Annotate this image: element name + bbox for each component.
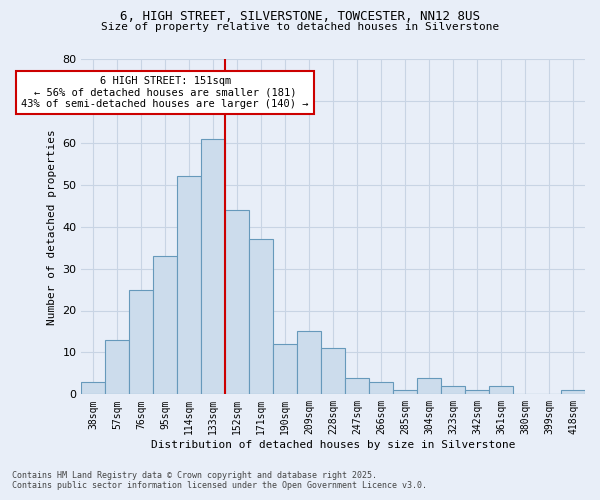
X-axis label: Distribution of detached houses by size in Silverstone: Distribution of detached houses by size … xyxy=(151,440,515,450)
Bar xyxy=(225,210,249,394)
Text: 6, HIGH STREET, SILVERSTONE, TOWCESTER, NN12 8US: 6, HIGH STREET, SILVERSTONE, TOWCESTER, … xyxy=(120,10,480,23)
Bar xyxy=(249,239,273,394)
Bar xyxy=(561,390,585,394)
Bar xyxy=(297,332,321,394)
Bar xyxy=(177,176,201,394)
Bar xyxy=(417,378,441,394)
Text: Size of property relative to detached houses in Silverstone: Size of property relative to detached ho… xyxy=(101,22,499,32)
Bar xyxy=(153,256,177,394)
Bar xyxy=(81,382,105,394)
Bar xyxy=(129,290,153,395)
Text: Contains HM Land Registry data © Crown copyright and database right 2025.
Contai: Contains HM Land Registry data © Crown c… xyxy=(12,470,427,490)
Bar xyxy=(105,340,129,394)
Bar xyxy=(489,386,513,394)
Bar xyxy=(201,138,225,394)
Bar xyxy=(465,390,489,394)
Bar xyxy=(369,382,393,394)
Text: 6 HIGH STREET: 151sqm
← 56% of detached houses are smaller (181)
43% of semi-det: 6 HIGH STREET: 151sqm ← 56% of detached … xyxy=(22,76,309,109)
Bar xyxy=(321,348,345,395)
Bar xyxy=(345,378,369,394)
Bar xyxy=(393,390,417,394)
Bar xyxy=(441,386,465,394)
Bar xyxy=(273,344,297,395)
Y-axis label: Number of detached properties: Number of detached properties xyxy=(47,129,57,324)
